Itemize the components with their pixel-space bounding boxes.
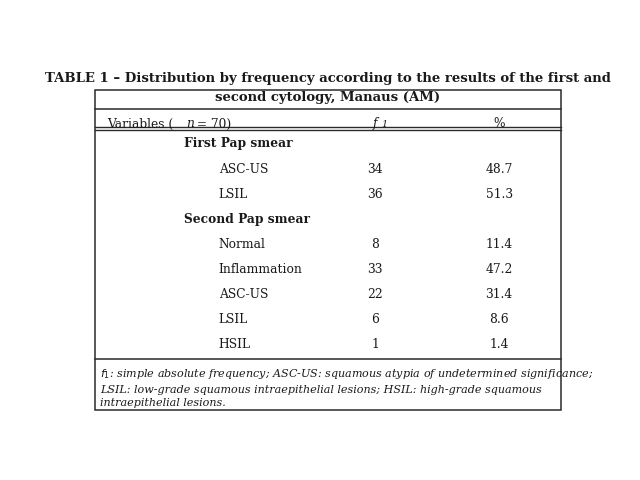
Text: 47.2: 47.2 — [485, 263, 513, 276]
Text: second cytology, Manaus (AM): second cytology, Manaus (AM) — [216, 91, 440, 104]
Text: LSIL: LSIL — [219, 313, 248, 326]
Text: ASC-US: ASC-US — [219, 163, 268, 176]
Text: 34: 34 — [367, 163, 383, 176]
Text: 11.4: 11.4 — [486, 238, 513, 251]
Text: 31.4: 31.4 — [486, 288, 513, 301]
Text: n: n — [186, 118, 193, 131]
Text: = 70): = 70) — [193, 118, 231, 131]
Text: Variables (: Variables ( — [108, 118, 173, 131]
Text: 1: 1 — [371, 338, 379, 351]
Text: %: % — [493, 118, 505, 131]
Text: f: f — [373, 118, 378, 131]
Text: 8.6: 8.6 — [490, 313, 509, 326]
Text: ASC-US: ASC-US — [219, 288, 268, 301]
Text: Inflammation: Inflammation — [219, 263, 303, 276]
Text: 36: 36 — [367, 188, 383, 201]
Text: 22: 22 — [367, 288, 383, 301]
Text: 51.3: 51.3 — [486, 188, 513, 201]
Text: LSIL: LSIL — [219, 188, 248, 201]
Text: TABLE 1 – Distribution by frequency according to the results of the first and: TABLE 1 – Distribution by frequency acco… — [45, 72, 611, 84]
Text: Normal: Normal — [219, 238, 266, 251]
Text: Second Pap smear: Second Pap smear — [184, 213, 310, 226]
Text: $f_1$: simple absolute frequency; ASC-US: squamous atypia of undetermined signif: $f_1$: simple absolute frequency; ASC-US… — [100, 367, 593, 408]
Text: First Pap smear: First Pap smear — [184, 137, 292, 150]
Text: 6: 6 — [371, 313, 379, 326]
Text: 48.7: 48.7 — [485, 163, 513, 176]
Text: HSIL: HSIL — [219, 338, 251, 351]
Text: 33: 33 — [367, 263, 383, 276]
Text: 1: 1 — [381, 120, 387, 130]
Text: 1.4: 1.4 — [490, 338, 509, 351]
Text: 8: 8 — [371, 238, 379, 251]
